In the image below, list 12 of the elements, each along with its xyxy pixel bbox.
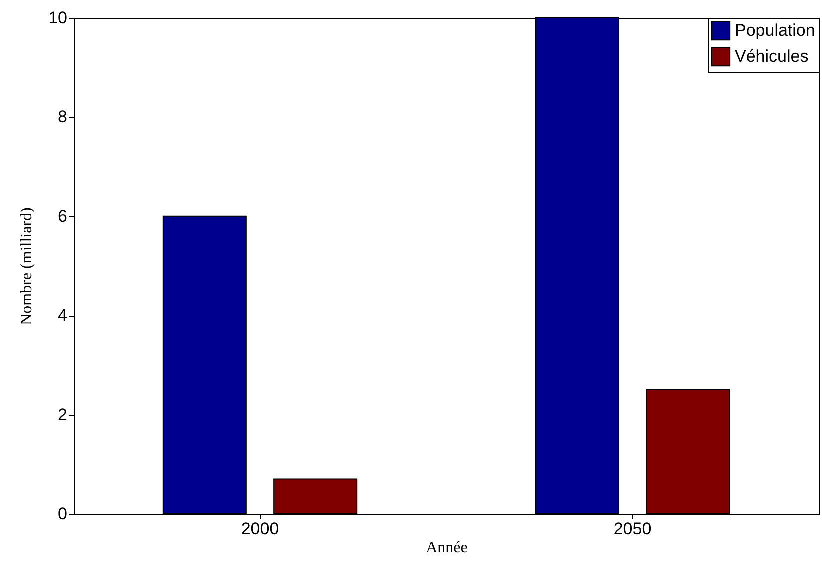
legend-label: Véhicules bbox=[735, 47, 809, 66]
x-axis-title: Année bbox=[426, 540, 468, 556]
y-tick-label: 10 bbox=[48, 8, 68, 28]
legend-label: Population bbox=[735, 21, 816, 40]
y-tick-label: 2 bbox=[58, 405, 68, 424]
y-tick-label: 8 bbox=[58, 108, 68, 127]
x-tick-label: 2000 bbox=[241, 520, 280, 538]
y-tick-label: 0 bbox=[58, 504, 68, 524]
x-tick-label: 2050 bbox=[614, 520, 652, 538]
y-axis-title: Nombre (milliard) bbox=[18, 208, 36, 326]
y-tick-label: 4 bbox=[58, 306, 68, 326]
y-tick-label: 6 bbox=[58, 206, 68, 226]
